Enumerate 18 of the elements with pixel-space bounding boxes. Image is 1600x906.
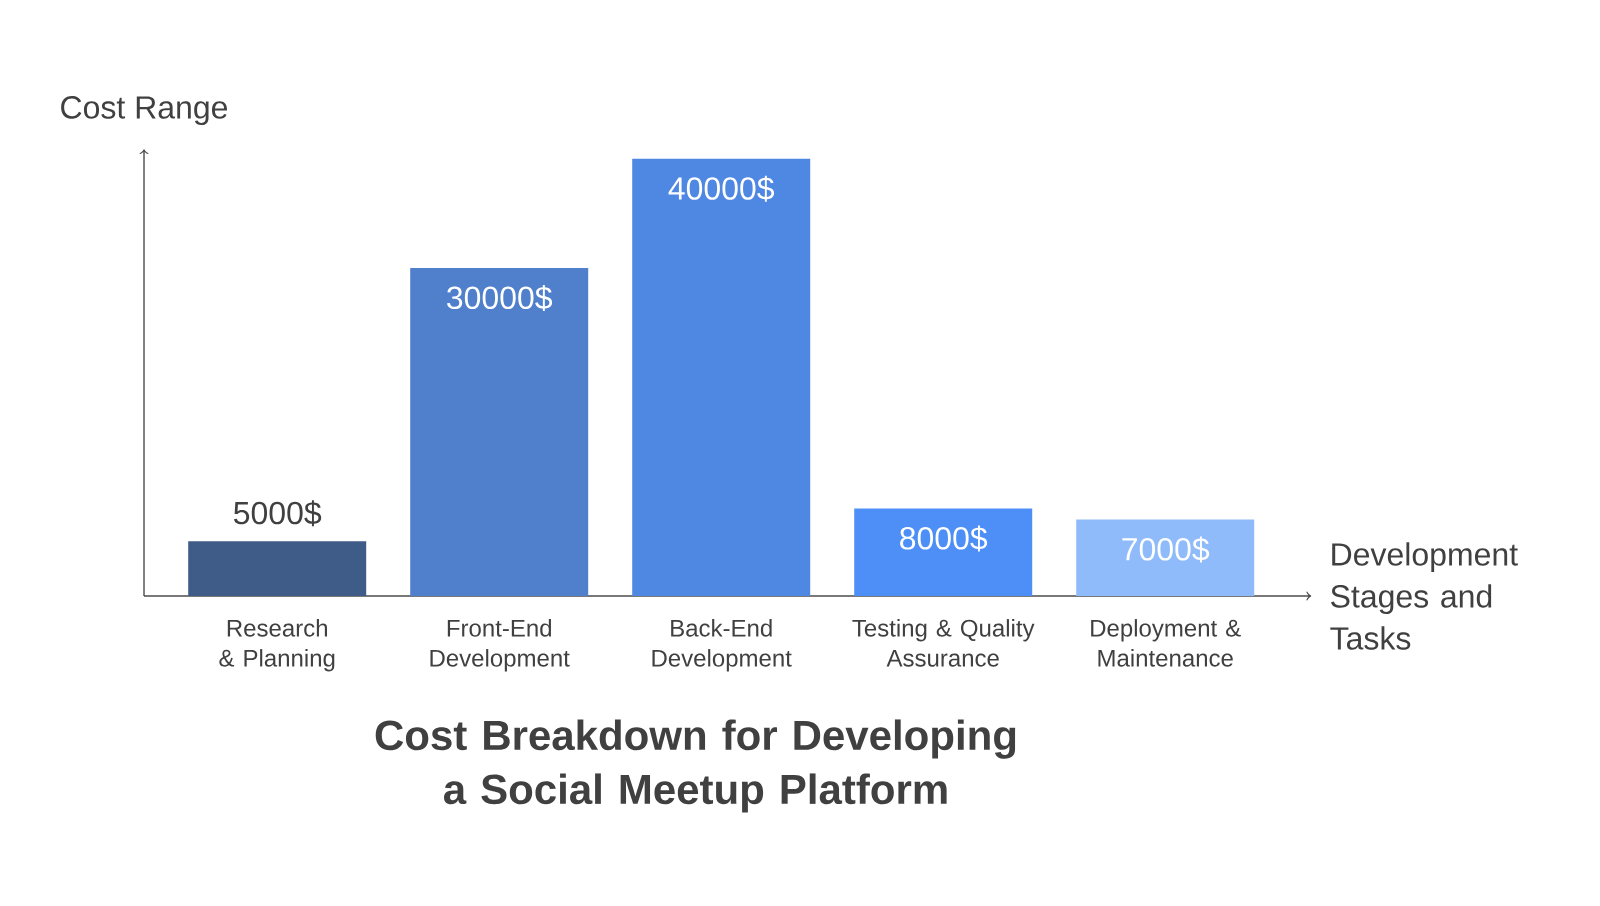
data-label: 7000$ [1122, 536, 1210, 563]
x-tick-label: Back-End Development [652, 619, 792, 672]
bar [188, 541, 367, 596]
data-label: 5000$ [234, 500, 322, 527]
data-label: 30000$ [447, 285, 553, 312]
data-label: 40000$ [668, 175, 775, 202]
x-tick-label: Testing & Quality Assurance [852, 619, 1035, 667]
x-axis-title: Development Stages and Tasks [1330, 542, 1518, 650]
text: Cost Breakdown for Developing a Social Meetup Platform [375, 719, 1016, 813]
y-axis-title: Cost Range [61, 96, 228, 126]
x-tick-label: Deployment & Maintenance [1091, 619, 1241, 667]
x-tick-label: Research & Planning [219, 619, 335, 672]
bar [410, 268, 589, 596]
data-label: 8000$ [900, 525, 988, 552]
bar [632, 158, 811, 596]
bar [854, 508, 1033, 596]
x-tick-label: Front-End Development [430, 619, 570, 672]
bar [1076, 519, 1255, 596]
